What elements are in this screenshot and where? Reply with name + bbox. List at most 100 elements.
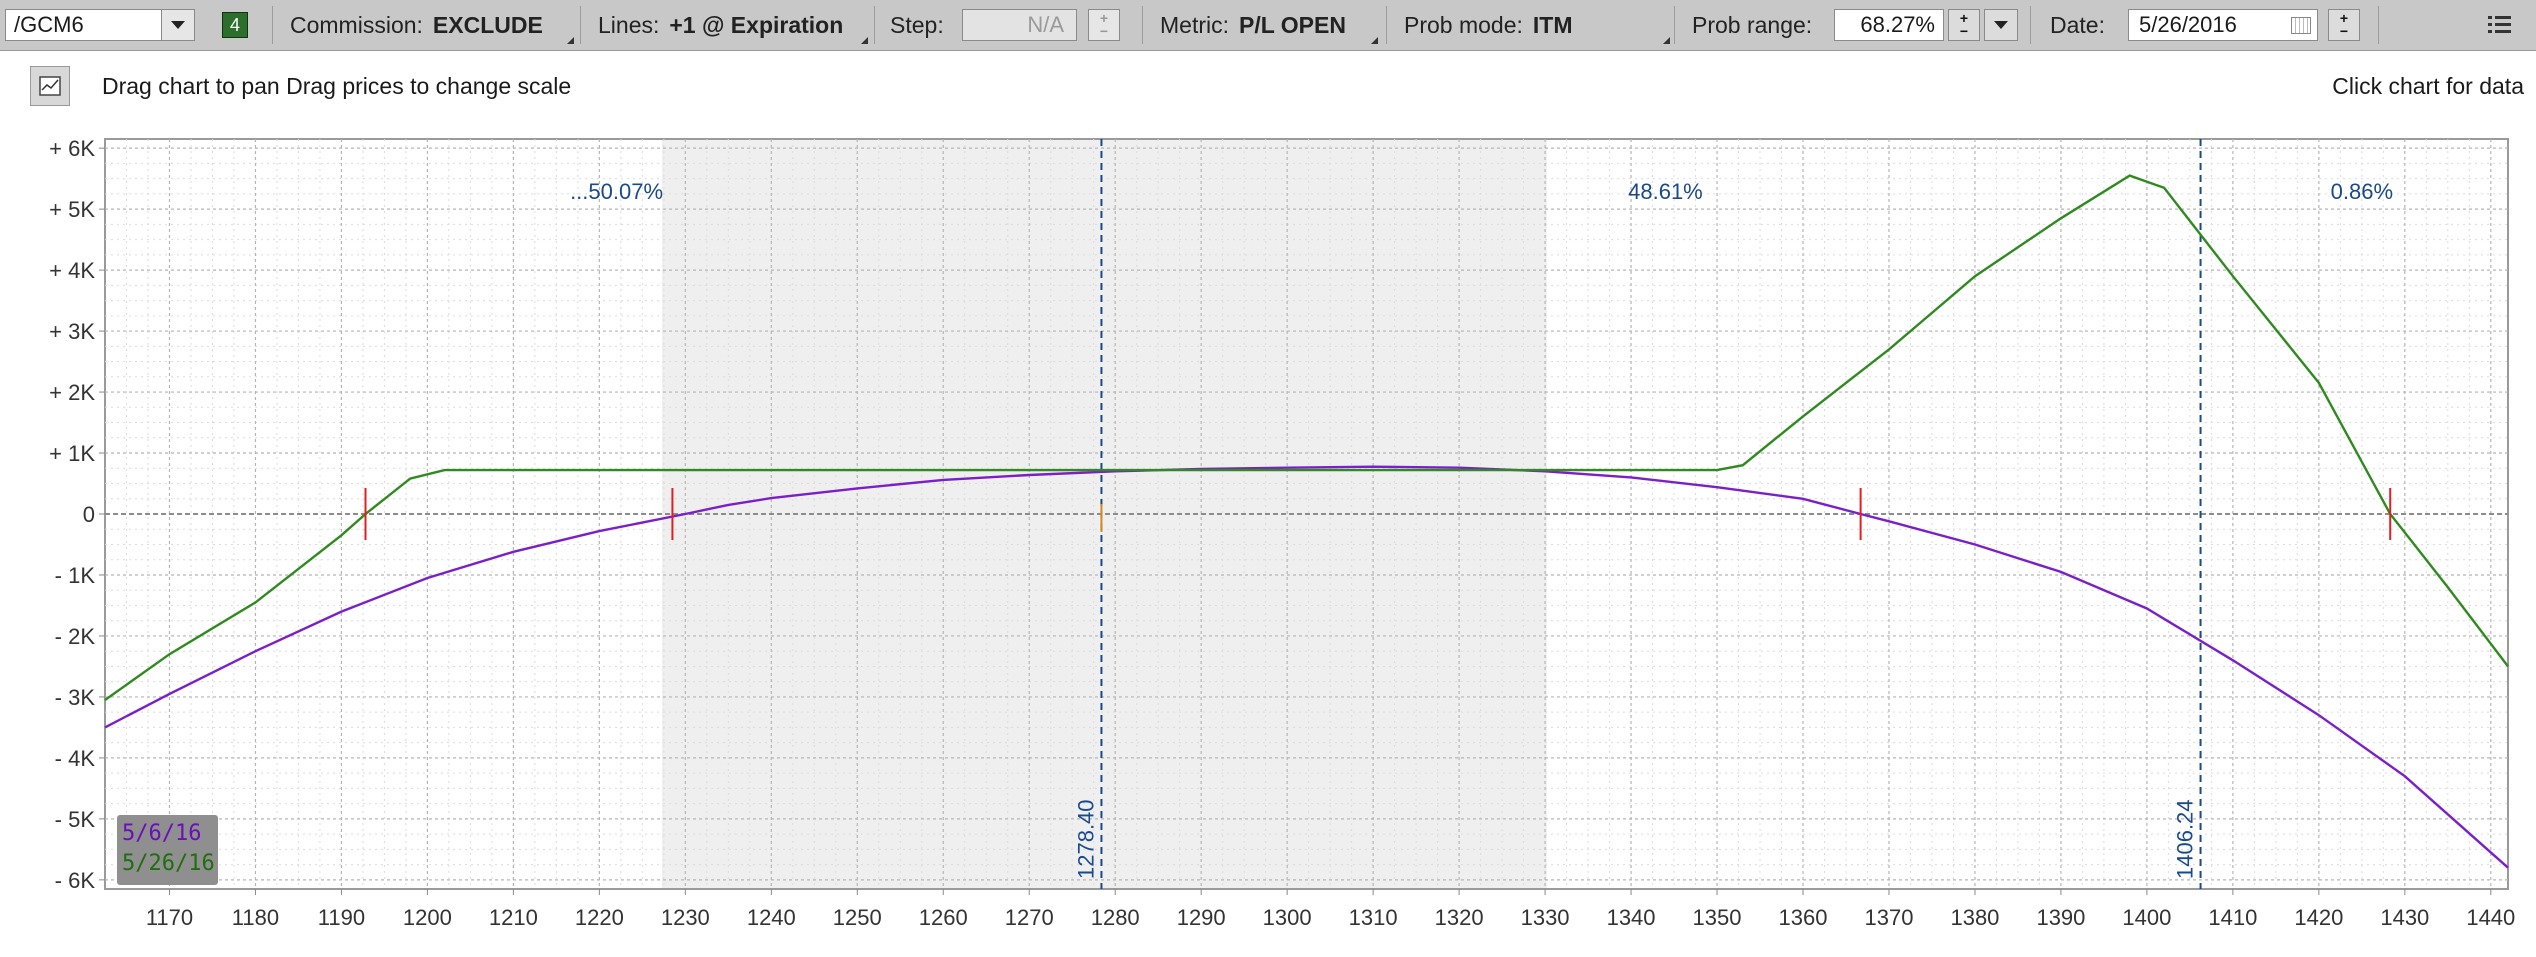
x-tick-label: 1350: [1693, 905, 1742, 930]
prob-range-label-wrap: Prob range:: [1692, 0, 1822, 50]
y-tick-label: - 6K: [55, 868, 96, 893]
y-tick-label: 0: [83, 502, 95, 527]
chart-type-button[interactable]: [30, 66, 70, 106]
chevron-down-icon: [171, 21, 185, 29]
x-tick-label: 1230: [661, 905, 710, 930]
x-tick-label: 1200: [403, 905, 452, 930]
x-tick-label: 1340: [1607, 905, 1656, 930]
metric-label: Metric:: [1160, 11, 1229, 38]
legend-box: 5/6/16 5/26/16: [117, 815, 218, 885]
x-tick-label: 1260: [919, 905, 968, 930]
probability-line-label: 1278.40: [1073, 799, 1098, 879]
hint-right: Click chart for data: [2332, 73, 2524, 99]
lines-label: Lines:: [598, 11, 660, 38]
legend-item-expiration: 5/26/16: [122, 851, 215, 876]
plus-icon: +: [1099, 10, 1109, 26]
minus-icon: −: [2339, 23, 2349, 39]
y-tick-label: + 2K: [49, 380, 95, 405]
prob-mode-value: ITM: [1532, 11, 1573, 38]
lines-menu[interactable]: Lines: +1 @ Expiration: [598, 0, 872, 50]
y-tick-label: - 2K: [55, 624, 96, 649]
y-tick-label: - 5K: [55, 807, 96, 832]
date-label: Date:: [2050, 11, 2105, 38]
date-input[interactable]: 5/26/2016: [2128, 9, 2318, 41]
x-tick-label: 1190: [318, 905, 365, 930]
commission-label: Commission:: [290, 11, 423, 38]
prob-range-label: Prob range:: [1692, 11, 1813, 38]
menu-corner-icon: [861, 37, 868, 44]
plus-icon: +: [1959, 10, 1969, 26]
y-tick-label: + 5K: [49, 197, 95, 222]
menu-corner-icon: [1663, 37, 1670, 44]
y-tick-label: + 6K: [49, 136, 95, 161]
x-tick-label: 1240: [747, 905, 796, 930]
x-tick-label: 1300: [1263, 905, 1312, 930]
x-tick-label: 1250: [833, 905, 882, 930]
menu-corner-icon: [1371, 37, 1378, 44]
symbol-value: /GCM6: [14, 12, 84, 37]
x-tick-label: 1310: [1349, 905, 1398, 930]
legend-item-today: 5/6/16: [122, 821, 202, 846]
prob-range-value: 68.27%: [1860, 12, 1935, 37]
x-tick-label: 1370: [1865, 905, 1914, 930]
x-tick-label: 1210: [489, 905, 538, 930]
x-tick-label: 1220: [575, 905, 624, 930]
prob-range-input[interactable]: 68.27%: [1834, 9, 1944, 41]
probability-region-label: ...50.07%: [570, 179, 663, 204]
x-tick-label: 1170: [146, 905, 193, 930]
lines-value: +1 @ Expiration: [669, 11, 844, 38]
x-tick-label: 1290: [1177, 905, 1226, 930]
step-label: Step:: [890, 11, 944, 38]
menu-list-icon[interactable]: [2488, 15, 2512, 35]
step-label-wrap: Step:: [890, 0, 954, 50]
probability-line-label: 1406.24: [2173, 799, 2198, 879]
y-tick-label: + 3K: [49, 319, 95, 344]
menu-corner-icon: [567, 37, 574, 44]
x-tick-label: 1410: [2208, 905, 2257, 930]
today-pl-line: [104, 465, 2509, 869]
prob-range-dropdown-button[interactable]: [1984, 9, 2018, 41]
x-tick-label: 1390: [2036, 905, 2085, 930]
date-label-wrap: Date:: [2050, 0, 2115, 50]
symbol-dropdown-button[interactable]: [161, 9, 195, 41]
minus-icon: −: [1099, 23, 1109, 39]
x-tick-label: 1420: [2294, 905, 2343, 930]
prob-mode-menu[interactable]: Prob mode: ITM: [1404, 0, 1674, 50]
metric-value: P/L OPEN: [1239, 11, 1346, 38]
date-value: 5/26/2016: [2139, 12, 2237, 37]
calendar-icon[interactable]: [2291, 17, 2311, 34]
x-tick-label: 1180: [232, 905, 279, 930]
y-tick-label: - 4K: [55, 746, 96, 771]
step-stepper[interactable]: + −: [1088, 9, 1120, 41]
step-input[interactable]: N/A: [962, 9, 1077, 41]
risk-profile-chart[interactable]: + 6K + 5K + 4K + 3K + 2K + 1K 0 - 1K - 2K - 3K - 4…: [0, 131, 2536, 952]
x-tick-label: 1440: [2466, 905, 2515, 930]
toolbar: /GCM6 4 Commission: EXCLUDE Lines: +1 @ …: [0, 0, 2536, 51]
plus-icon: +: [2339, 10, 2349, 26]
date-stepper[interactable]: + −: [2328, 9, 2360, 41]
probability-region-label: 0.86%: [2331, 179, 2393, 204]
commission-menu[interactable]: Commission: EXCLUDE: [290, 0, 578, 50]
link-badge[interactable]: 4: [222, 12, 248, 38]
x-tick-label: 1280: [1091, 905, 1140, 930]
chevron-down-icon: [1994, 21, 2008, 29]
prob-range-stepper[interactable]: + −: [1948, 9, 1980, 41]
x-tick-label: 1430: [2380, 905, 2429, 930]
minus-icon: −: [1959, 23, 1969, 39]
y-tick-label: + 4K: [49, 258, 95, 283]
y-tick-label: - 1K: [55, 563, 96, 588]
commission-value: EXCLUDE: [432, 11, 543, 38]
probability-region-label: 48.61%: [1628, 179, 1703, 204]
x-tick-label: 1360: [1779, 905, 1828, 930]
x-tick-label: 1270: [1005, 905, 1054, 930]
x-tick-label: 1380: [1950, 905, 1999, 930]
hint-left: Drag chart to pan Drag prices to change …: [102, 73, 572, 99]
y-tick-label: + 1K: [49, 441, 95, 466]
metric-menu[interactable]: Metric: P/L OPEN: [1160, 0, 1382, 50]
pl-chart-svg[interactable]: + 6K + 5K + 4K + 3K + 2K + 1K 0 - 1K - 2K - 3K - 4…: [0, 131, 2536, 952]
x-tick-label: 1320: [1435, 905, 1484, 930]
x-tick-label: 1400: [2122, 905, 2171, 930]
expiration-pl-line: [104, 174, 2509, 701]
x-tick-label: 1330: [1521, 905, 1570, 930]
y-tick-label: - 3K: [55, 685, 96, 710]
